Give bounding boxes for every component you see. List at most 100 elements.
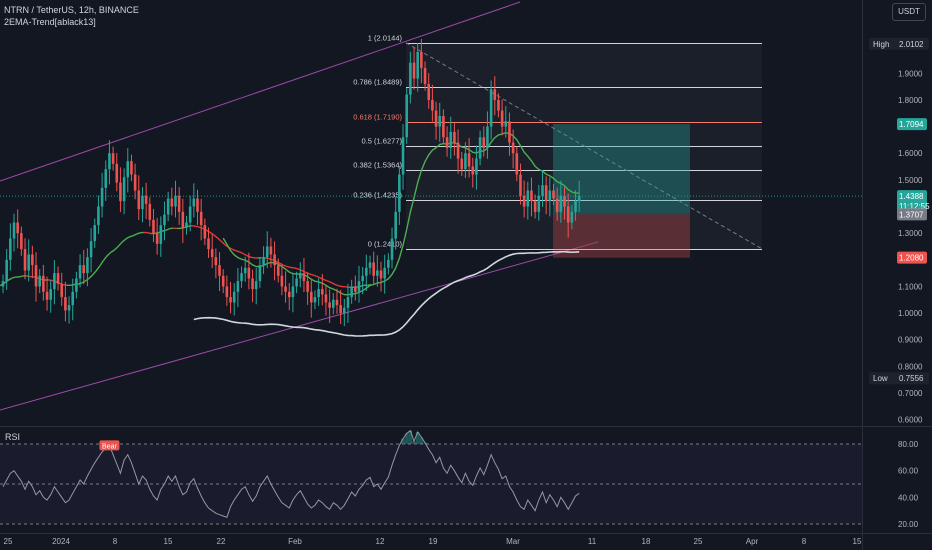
- ema-slow-segment: [169, 227, 174, 230]
- candle-body: [317, 289, 320, 298]
- price-label-stop-value: 1.2080: [899, 254, 924, 263]
- price-label-last-bg: [897, 190, 927, 203]
- candle-body: [5, 259, 8, 282]
- price-tick-label: 0.6000: [898, 416, 923, 425]
- candle-body: [412, 62, 416, 79]
- ema-slow-segment: [0, 284, 1, 287]
- candle-body: [416, 51, 420, 79]
- candle-body: [559, 195, 563, 212]
- candle-body: [89, 241, 93, 258]
- candle-body: [221, 275, 225, 287]
- time-tick-label: Feb: [288, 537, 302, 546]
- candle-body: [207, 238, 210, 250]
- candle-body: [82, 265, 86, 274]
- candle-body: [346, 297, 350, 308]
- ema-slow-segment: [294, 267, 299, 270]
- candle-body: [379, 270, 383, 279]
- symbol-title: NTRN / TetherUS, 12h, BINANCE: [4, 5, 139, 15]
- time-tick-label: 8: [802, 537, 807, 546]
- rsi-bear-text: Bear: [102, 443, 117, 450]
- candle-body: [339, 305, 342, 314]
- rsi-panel: 80.00 60.00 40.00 20.00 Bear: [0, 429, 919, 529]
- fib-level-label: 0 (1.2410): [368, 240, 403, 249]
- candle-body: [387, 259, 390, 268]
- candle-body: [365, 267, 368, 276]
- candle-body: [225, 286, 229, 298]
- candle-body: [570, 211, 574, 223]
- candle-body: [343, 307, 346, 314]
- candle-body: [185, 222, 188, 228]
- rsi-label[interactable]: RSI: [5, 432, 21, 442]
- candle-body: [119, 182, 122, 202]
- candle-body: [541, 185, 544, 196]
- candle-body: [199, 211, 203, 226]
- candle-body: [27, 254, 30, 271]
- candle-body: [159, 225, 163, 244]
- candle-body: [262, 257, 265, 266]
- candle-body: [174, 195, 177, 207]
- price-tick-label: 0.9000: [898, 336, 923, 345]
- candle-body: [78, 265, 82, 279]
- fib-level-label: 0.382 (1.5364): [353, 161, 402, 170]
- price-tick-label: 0.8000: [898, 362, 923, 371]
- candle-body: [280, 275, 284, 287]
- candle-body: [115, 163, 119, 183]
- time-tick-label: 25: [694, 537, 703, 546]
- indicator-label[interactable]: 2EMA-Trend[ablack13]: [4, 17, 96, 27]
- candle-body: [442, 115, 445, 138]
- candle-body: [34, 265, 38, 287]
- candle-body: [453, 131, 456, 143]
- candle-body: [148, 203, 152, 220]
- price-tick-label: 1.8000: [898, 96, 923, 105]
- candle-body: [23, 249, 27, 271]
- candle-body: [236, 281, 240, 292]
- candle-body: [354, 286, 357, 292]
- candle-body: [522, 195, 526, 207]
- ema-slow-segment: [117, 241, 123, 248]
- time-tick-label: Apr: [746, 537, 759, 546]
- candle-body: [398, 174, 401, 212]
- candle-body: [511, 142, 515, 154]
- candle-body: [464, 153, 467, 170]
- candle-body: [133, 174, 137, 191]
- candle-body: [519, 174, 522, 196]
- price-label-high-text: High: [873, 40, 889, 49]
- rsi-tick-label: 60.00: [898, 467, 919, 476]
- candle-body: [383, 267, 386, 279]
- price-label-low-text: Low: [873, 374, 888, 383]
- price-tick-label: 1.9000: [898, 69, 923, 78]
- candle-body: [526, 190, 530, 207]
- price-label-high-value: 2.0102: [899, 40, 924, 49]
- candle-body: [401, 137, 405, 175]
- price-tick-label: 1.3000: [898, 229, 923, 238]
- candle-body: [56, 273, 60, 284]
- ema-slow-segment: [330, 281, 335, 285]
- candle-body: [456, 142, 460, 159]
- candle-body: [431, 99, 434, 111]
- candle-body: [445, 137, 449, 148]
- candle-body: [49, 289, 53, 300]
- time-tick-label: 12: [376, 537, 385, 546]
- candle-body: [269, 246, 273, 255]
- rsi-tick-label: 40.00: [898, 493, 919, 502]
- currency-button[interactable]: USDT: [892, 3, 926, 21]
- ema-slow-segment: [279, 262, 284, 266]
- candle-body: [420, 51, 423, 68]
- candle-body: [306, 281, 309, 292]
- candle-body: [192, 198, 196, 207]
- ema-slow-segment: [91, 270, 97, 276]
- candle-body: [555, 198, 559, 212]
- price-label-ema-bg: [897, 208, 927, 221]
- fib-trend-line: [405, 42, 763, 250]
- candle-body: [295, 278, 298, 287]
- candle-body: [144, 195, 148, 204]
- candle-body: [328, 302, 331, 308]
- fib-level-label: 1 (2.0144): [368, 34, 403, 43]
- price-label-target-value: 1.7094: [899, 120, 924, 129]
- ema-slow-segment: [323, 278, 328, 282]
- candle-body: [504, 121, 508, 127]
- candle-body: [104, 169, 108, 188]
- candle-body: [357, 281, 361, 292]
- candle-body: [298, 273, 302, 279]
